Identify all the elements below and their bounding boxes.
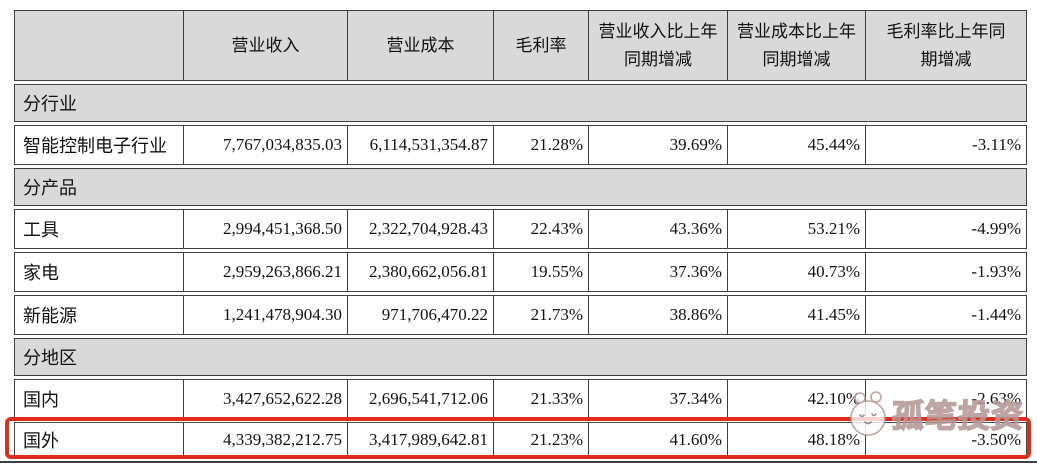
header-row: 营业收入 营业成本 毛利率 营业收入比上年 同期增减 营业成本比上年 同期增减 毛利率比上… bbox=[14, 10, 1027, 81]
section-label: 分地区 bbox=[23, 348, 77, 368]
cell-value: 37.36% bbox=[589, 253, 728, 291]
cell-value: 43.36% bbox=[589, 210, 728, 248]
table-row-highlighted: 国外 4,339,382,212.75 3,417,989,642.81 21.23%… bbox=[14, 422, 1027, 457]
cell-value: 2,380,662,056.81 bbox=[348, 253, 494, 291]
cell-value: 21.28% bbox=[494, 126, 589, 164]
column-header: 营业成本 bbox=[348, 11, 494, 80]
cell-value: 2,994,451,368.50 bbox=[184, 210, 348, 248]
column-header: 毛利率 bbox=[494, 11, 589, 80]
cell-value: 4,339,382,212.75 bbox=[184, 423, 348, 456]
cell-value: 41.60% bbox=[589, 423, 728, 456]
table-row: 新能源 1,241,478,904.30 971,706,470.22 21.73% 3… bbox=[14, 295, 1027, 335]
cell-value: 39.69% bbox=[589, 126, 728, 164]
column-header: 营业收入 bbox=[184, 11, 348, 80]
row-label: 国外 bbox=[15, 423, 184, 456]
cell-value: -1.44% bbox=[971, 305, 1021, 324]
cell-value: 53.21% bbox=[728, 210, 866, 248]
cell-value: -2.63% bbox=[971, 389, 1021, 408]
cell-value: 21.73% bbox=[494, 296, 589, 334]
row-label: 家电 bbox=[15, 253, 184, 291]
financial-table: 营业收入 营业成本 毛利率 营业收入比上年 同期增减 营业成本比上年 同期增减 毛利率比上… bbox=[14, 10, 1027, 460]
cell-value: -1.93% bbox=[971, 262, 1021, 281]
cell-value: 37.34% bbox=[589, 380, 728, 418]
cell-value: -4.99% bbox=[971, 219, 1021, 238]
column-header: 营业收入比上年 同期增减 bbox=[589, 11, 728, 80]
row-label: 国内 bbox=[15, 380, 184, 418]
table-row: 国内 3,427,652,622.28 2,696,541,712.06 21.33%… bbox=[14, 379, 1027, 419]
table-bottom-border bbox=[0, 461, 1037, 463]
section-label: 分产品 bbox=[23, 178, 77, 198]
cell-value: 21.23% bbox=[494, 423, 589, 456]
cell-value: 40.73% bbox=[728, 253, 866, 291]
cell-value: 2,959,263,866.21 bbox=[184, 253, 348, 291]
row-label: 智能控制电子行业 bbox=[15, 126, 184, 164]
corner-cell bbox=[15, 11, 184, 80]
cell-value: 45.44% bbox=[728, 126, 866, 164]
cell-value: 48.18% bbox=[728, 423, 866, 456]
cell-value: 2,696,541,712.06 bbox=[348, 380, 494, 418]
cell-value: 19.55% bbox=[494, 253, 589, 291]
row-label: 新能源 bbox=[15, 296, 184, 334]
column-header: 营业成本比上年 同期增减 bbox=[728, 11, 866, 80]
table-row: 家电 2,959,263,866.21 2,380,662,056.81 19.55%… bbox=[14, 252, 1027, 292]
cell-value: 41.45% bbox=[728, 296, 866, 334]
table-row: 工具 2,994,451,368.50 2,322,704,928.43 22.43%… bbox=[14, 209, 1027, 249]
section-row: 分地区 bbox=[14, 338, 1027, 376]
column-header: 毛利率比上年同 期增减 bbox=[886, 22, 1006, 69]
section-row: 分产品 bbox=[14, 168, 1027, 206]
cell-value: -3.11% bbox=[972, 135, 1021, 154]
section-row: 分行业 bbox=[14, 84, 1027, 122]
table-row: 智能控制电子行业 7,767,034,835.03 6,114,531,354.87… bbox=[14, 125, 1027, 165]
section-label: 分行业 bbox=[23, 94, 77, 114]
cell-value: 42.10% bbox=[728, 380, 866, 418]
cell-value: 1,241,478,904.30 bbox=[184, 296, 348, 334]
cell-value: 38.86% bbox=[589, 296, 728, 334]
row-label: 工具 bbox=[15, 210, 184, 248]
cell-value: 22.43% bbox=[494, 210, 589, 248]
cell-value: 7,767,034,835.03 bbox=[184, 126, 348, 164]
cell-value: 3,427,652,622.28 bbox=[184, 380, 348, 418]
cell-value: 971,706,470.22 bbox=[348, 296, 494, 334]
cell-value: -3.50% bbox=[971, 429, 1021, 449]
cell-value: 2,322,704,928.43 bbox=[348, 210, 494, 248]
cell-value: 21.33% bbox=[494, 380, 589, 418]
cell-value: 6,114,531,354.87 bbox=[348, 126, 494, 164]
cell-value: 3,417,989,642.81 bbox=[348, 423, 494, 456]
